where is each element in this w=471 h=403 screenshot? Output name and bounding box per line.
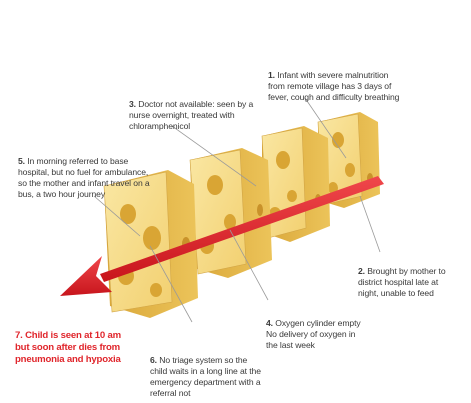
failure-trajectory-arrow bbox=[60, 176, 384, 296]
step-2-number: 2. bbox=[358, 266, 365, 276]
step-1-text: Infant with severe malnutrition from rem… bbox=[268, 70, 400, 102]
step-4-text: Oxygen cylinder empty No delivery of oxy… bbox=[266, 318, 361, 350]
leader-lines bbox=[93, 97, 381, 323]
step-5-number: 5. bbox=[18, 156, 25, 166]
outcome-note: 7. Child is seen at 10 am but soon after… bbox=[15, 330, 121, 365]
step-1-note: 1. Infant with severe malnutrition from … bbox=[268, 59, 399, 103]
leader-line-3 bbox=[171, 125, 257, 187]
step-3-number: 3. bbox=[129, 99, 136, 109]
leader-line-6 bbox=[149, 245, 193, 323]
step-6-note: 6. No triage system so the child waits i… bbox=[150, 344, 261, 399]
step-2-note: 2. Brought by mother to district hospita… bbox=[358, 255, 446, 299]
step-5-text: In morning referred to base hospital, bu… bbox=[18, 156, 150, 199]
step-5-note: 5. In morning referred to base hospital,… bbox=[18, 145, 150, 200]
leader-line-1 bbox=[304, 97, 347, 159]
leader-line-5 bbox=[93, 195, 141, 237]
step-6-number: 6. bbox=[150, 355, 157, 365]
step-6-text: No triage system so the child waits in a… bbox=[150, 355, 261, 398]
cheese-slice-3 bbox=[261, 126, 330, 242]
step-1-number: 1. bbox=[268, 70, 275, 80]
step-3-note: 3. Doctor not available: seen by a nurse… bbox=[129, 88, 253, 132]
step-4-number: 4. bbox=[266, 318, 273, 328]
cheese-slice-2 bbox=[189, 148, 272, 278]
leader-line-2 bbox=[359, 195, 381, 253]
cheese-slice-4 bbox=[317, 112, 380, 208]
step-4-note: 4. Oxygen cylinder empty No delivery of … bbox=[266, 307, 361, 351]
leader-line-4 bbox=[229, 229, 269, 301]
cheese-slice-1 bbox=[103, 170, 198, 318]
step-2-text: Brought by mother to district hospital l… bbox=[358, 266, 446, 298]
step-3-text: Doctor not available: seen by a nurse ov… bbox=[129, 99, 254, 131]
